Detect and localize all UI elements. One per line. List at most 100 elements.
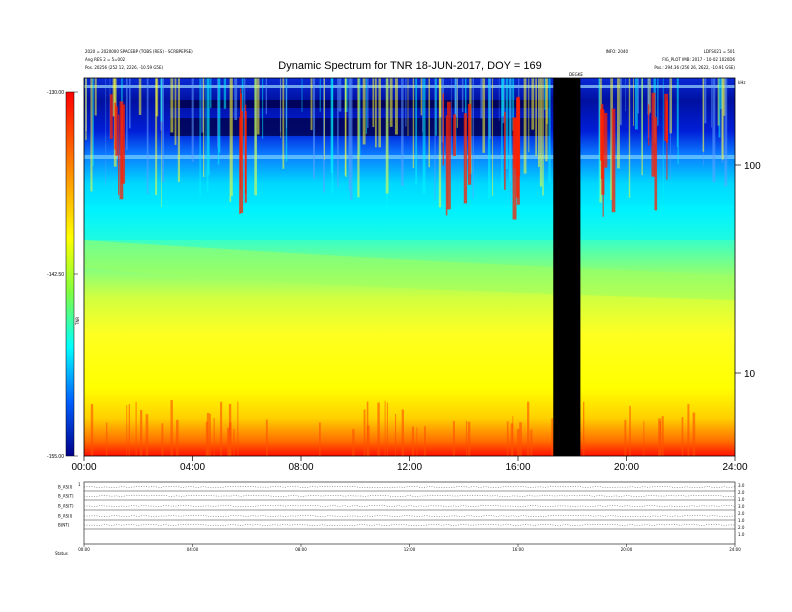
aux-rows: B_AS(I) B_AS(T) B_AS(T) B_AS(I) B(NT) 3.0 2.0 1… <box>58 483 745 537</box>
light-band-1 <box>84 85 735 88</box>
streak <box>712 78 716 183</box>
streak <box>372 78 375 128</box>
streak <box>162 78 165 183</box>
spike <box>401 409 404 456</box>
burst-streaks <box>85 78 728 456</box>
streak <box>676 78 678 148</box>
burst-patch <box>114 102 116 150</box>
streak <box>244 78 246 183</box>
spike <box>551 418 553 456</box>
spike <box>213 417 215 456</box>
spike <box>319 422 321 456</box>
streak <box>512 78 515 131</box>
spike <box>510 423 514 456</box>
spike <box>467 421 471 456</box>
burst-patch <box>115 106 118 156</box>
burst-patch <box>445 115 448 216</box>
streak <box>428 78 430 168</box>
streak <box>723 78 726 116</box>
streak <box>649 78 651 113</box>
streak <box>217 78 219 148</box>
streak <box>338 78 342 112</box>
burst-patch <box>600 103 604 179</box>
aux-trace <box>83 485 736 489</box>
streak <box>230 78 233 197</box>
spike <box>227 428 230 456</box>
aux-status-label: Status <box>55 551 68 556</box>
spike <box>384 400 386 456</box>
streak <box>633 78 634 126</box>
streak <box>191 78 194 162</box>
streak <box>634 78 638 130</box>
streak <box>177 78 181 182</box>
streak <box>505 78 509 170</box>
streak <box>501 78 503 190</box>
aux-panel: B_AS(I) B_AS(T) B_AS(T) B_AS(I) B(NT) 3.0 2.0 1… <box>55 481 745 556</box>
burst-patch <box>654 116 658 211</box>
spike <box>366 401 369 456</box>
colorbar-tick-label: -142.50 <box>47 272 64 278</box>
streak <box>546 78 548 124</box>
streak <box>105 78 107 186</box>
streak <box>482 78 486 153</box>
aux-right-tick: 1.0 <box>738 518 745 523</box>
streak <box>677 78 679 164</box>
light-band-2 <box>84 155 735 159</box>
streak <box>535 78 538 156</box>
streak <box>435 78 437 136</box>
aux-row-label: B_AS(T) <box>58 494 74 499</box>
streak <box>218 78 221 153</box>
streak <box>492 78 494 196</box>
streak <box>174 78 177 145</box>
x-tick-label: 16:00 <box>505 462 530 473</box>
streak <box>92 78 94 167</box>
streak <box>472 78 474 199</box>
streak <box>319 78 321 112</box>
aux-row-label: B_AS(T) <box>58 504 74 509</box>
streak <box>257 78 260 135</box>
spike <box>220 401 223 456</box>
streak <box>523 78 527 174</box>
spike <box>658 418 661 456</box>
spike <box>661 416 664 456</box>
header-right-line-4: Pos.: 294.36 (256 26, 2622, -10.91 GSE) <box>654 65 735 70</box>
spike <box>105 422 108 456</box>
streak <box>280 78 282 139</box>
streak <box>301 78 303 112</box>
x-tick-label: 12:00 <box>397 462 422 473</box>
streak <box>285 78 288 129</box>
streak <box>662 78 664 200</box>
streak <box>548 78 551 183</box>
spike <box>170 400 173 456</box>
burst-patch <box>664 93 668 141</box>
streak <box>254 78 258 196</box>
aux-row-label: B_AS(I) <box>58 514 73 519</box>
burst-patch <box>453 114 456 157</box>
spike <box>161 423 164 456</box>
aux-right-tick: 1.0 <box>738 497 745 502</box>
spike <box>386 402 388 456</box>
streak <box>223 78 227 109</box>
streak <box>203 78 205 177</box>
streak <box>422 78 426 195</box>
aux-x-tick-label: 04:00 <box>187 547 199 552</box>
spike <box>692 412 696 456</box>
streak <box>210 78 212 109</box>
burst-patch <box>240 111 244 214</box>
burst-patch <box>651 92 656 177</box>
burst-patch <box>442 93 444 166</box>
streak <box>438 78 442 208</box>
streak <box>279 78 281 133</box>
header-right-line-2: INFO: 2040 <box>606 49 629 54</box>
streak <box>199 78 201 198</box>
spike <box>465 420 467 456</box>
aux-x-axis: 00:00 04:00 08:00 12:00 16:00 20:00 24:00 <box>78 544 741 552</box>
streak <box>412 78 415 169</box>
streak <box>160 78 163 122</box>
streak <box>234 78 238 121</box>
streak <box>702 78 705 152</box>
spike <box>352 429 355 456</box>
header-right: LDFS021 = 501 INFO: 2040 FIG_PLOT IMB: 2… <box>606 49 736 70</box>
spike <box>681 417 684 456</box>
streak <box>282 78 285 169</box>
